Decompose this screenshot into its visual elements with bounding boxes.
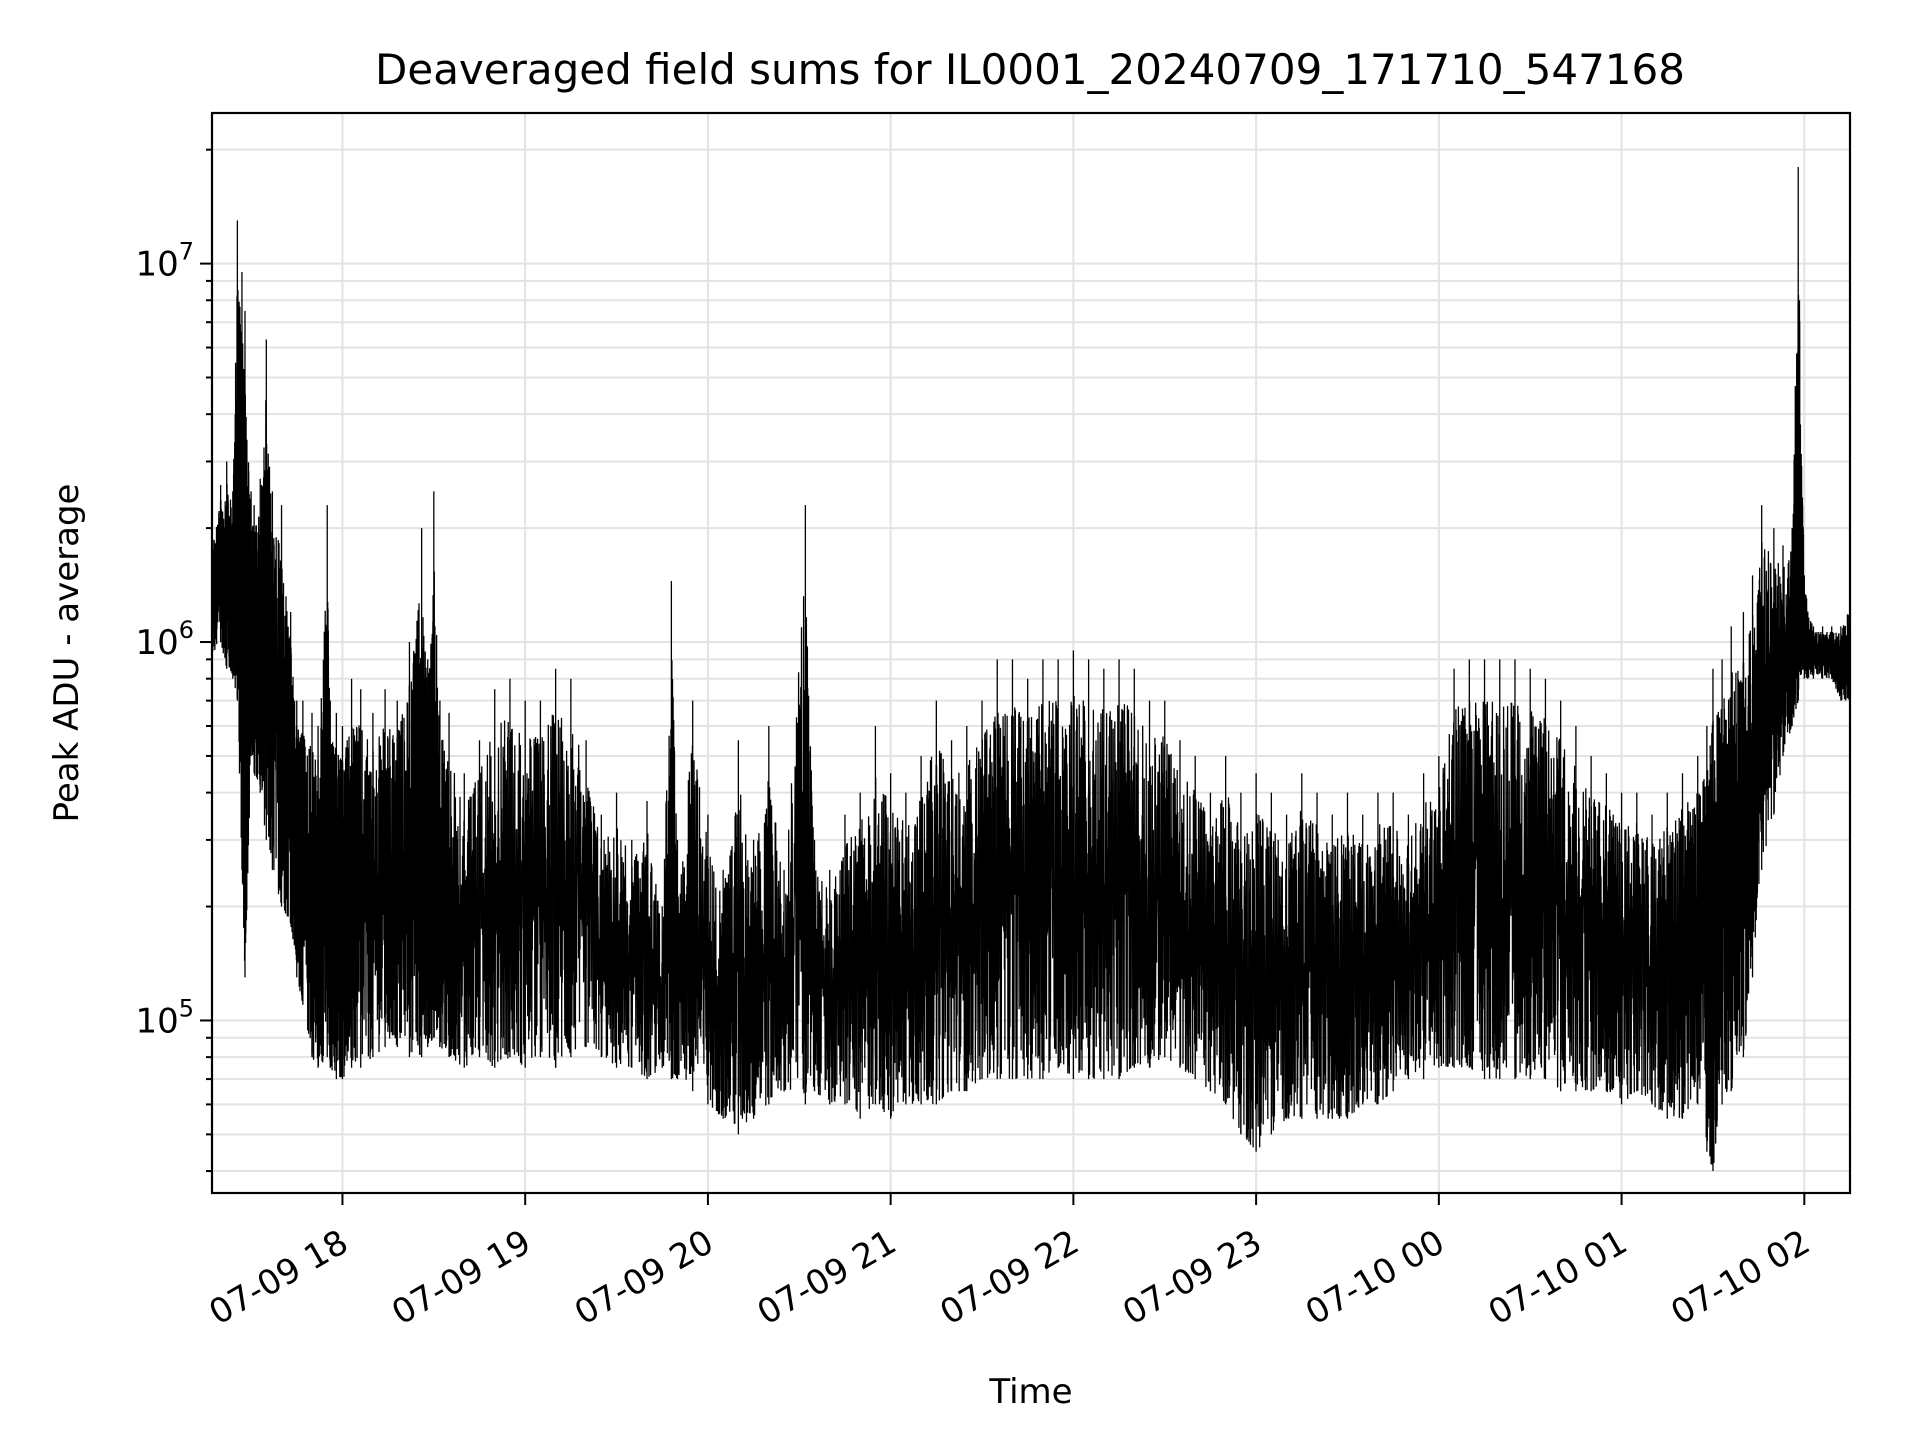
chart-title: Deaveraged field sums for IL0001_2024070…	[375, 45, 1685, 94]
y-tick-label: 106	[135, 616, 194, 663]
x-axis-label: Time	[988, 1372, 1072, 1412]
y-axis-label: Peak ADU - average	[47, 484, 87, 823]
data-series	[211, 166, 1851, 1172]
y-tick-label: 107	[135, 238, 194, 285]
plot-frame	[210, 111, 1852, 1195]
y-tick-label: 105	[135, 994, 194, 1041]
y-axis: 105 106 107	[135, 148, 212, 1173]
